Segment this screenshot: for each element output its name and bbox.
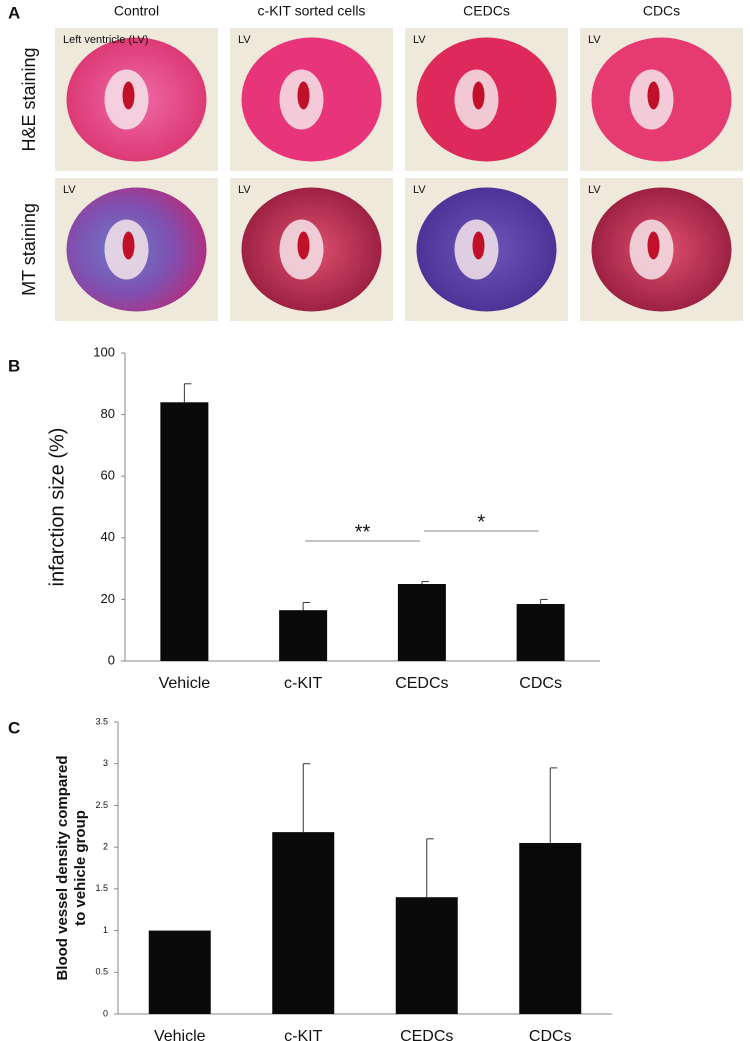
significance-label: * xyxy=(477,511,485,533)
error-bar xyxy=(183,383,192,403)
error-bar xyxy=(421,581,429,584)
y-axis-label: infarction size (%) xyxy=(46,428,68,587)
bar xyxy=(516,604,565,661)
image-label: LV xyxy=(63,184,76,196)
x-tick-label: CEDCs xyxy=(400,1028,453,1041)
error-bar xyxy=(302,763,311,833)
blood xyxy=(647,81,660,110)
y-tick-label: 1.5 xyxy=(95,883,108,893)
column-header: c-KIT sorted cells xyxy=(258,3,366,19)
y-tick-label: 2.5 xyxy=(95,800,108,810)
x-tick-label: Vehicle xyxy=(159,675,211,692)
image-label: LV xyxy=(238,184,251,196)
image-label: LV xyxy=(238,34,251,46)
row-label: MT staining xyxy=(19,203,39,296)
blood xyxy=(297,81,310,110)
image-label: LV xyxy=(588,184,601,196)
y-tick-label: 3 xyxy=(103,758,108,768)
x-tick-label: c-KIT xyxy=(284,675,322,692)
bar xyxy=(148,930,211,1014)
y-tick-label: 3.5 xyxy=(95,716,108,726)
bar xyxy=(395,897,458,1014)
error-bar xyxy=(540,598,548,605)
panel-letter: C xyxy=(8,718,20,737)
x-tick-label: c-KIT xyxy=(284,1028,322,1041)
y-tick-label: 100 xyxy=(93,344,115,359)
bar xyxy=(519,842,582,1014)
y-tick-label: 2 xyxy=(103,842,108,852)
panel-letter: B xyxy=(8,356,20,375)
y-tick-label: 1 xyxy=(103,925,108,935)
y-tick-label: 0.5 xyxy=(95,967,108,977)
significance-label: ** xyxy=(355,521,371,543)
bar xyxy=(279,610,328,661)
blood xyxy=(647,231,660,260)
x-tick-label: CDCs xyxy=(519,675,562,692)
blood xyxy=(472,231,485,260)
blood xyxy=(472,81,485,110)
bar xyxy=(272,832,335,1014)
column-header: Control xyxy=(114,3,159,19)
image-label: LV xyxy=(588,34,601,46)
blood xyxy=(297,231,310,260)
y-tick-label: 0 xyxy=(103,1008,108,1018)
image-label: LV xyxy=(413,34,426,46)
y-tick-label: 20 xyxy=(101,591,115,606)
x-tick-label: Vehicle xyxy=(154,1028,206,1041)
y-axis-label: to vehicle group xyxy=(72,810,89,926)
image-label: LV xyxy=(413,184,426,196)
row-label: H&E staining xyxy=(19,47,39,151)
column-header: CDCs xyxy=(643,3,680,19)
panel-letter: A xyxy=(8,3,20,22)
bar xyxy=(397,584,446,661)
column-header: CEDCs xyxy=(463,3,510,19)
blood xyxy=(122,81,135,110)
y-tick-label: 40 xyxy=(101,529,115,544)
error-bar xyxy=(426,838,434,898)
x-tick-label: CEDCs xyxy=(395,675,448,692)
blood xyxy=(122,231,135,260)
y-tick-label: 60 xyxy=(101,468,115,483)
x-tick-label: CDCs xyxy=(529,1028,572,1041)
error-bar xyxy=(302,601,311,611)
bar xyxy=(160,402,209,661)
y-tick-label: 80 xyxy=(101,406,115,421)
y-axis-label: Blood vessel density compared xyxy=(54,755,71,980)
y-tick-label: 0 xyxy=(108,652,115,667)
image-label: Left ventricle (LV) xyxy=(63,34,148,46)
error-bar xyxy=(549,767,558,843)
